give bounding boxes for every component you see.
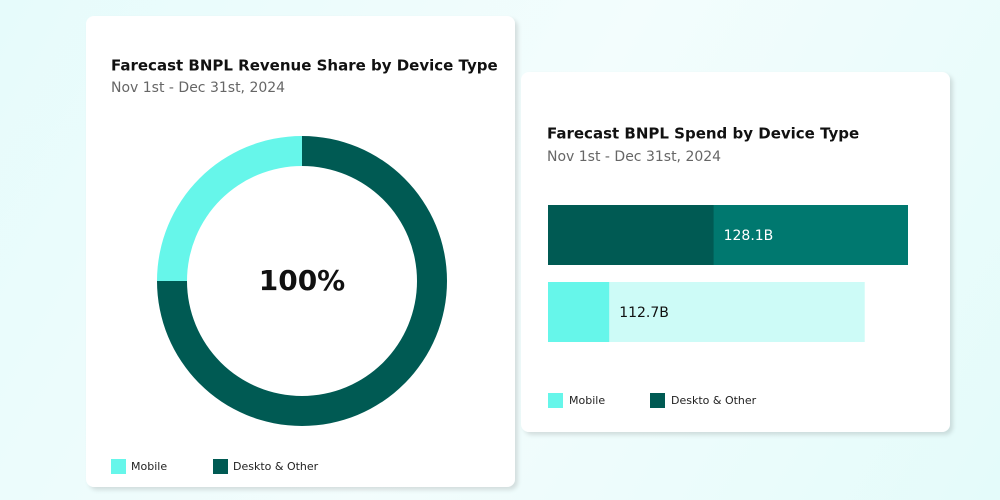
center-label: 100% bbox=[259, 264, 346, 297]
legend-swatch bbox=[650, 393, 665, 408]
chart-subtitle: Nov 1st - Dec 31st, 2024 bbox=[547, 149, 721, 165]
value-label: 112.7B bbox=[619, 305, 669, 321]
legend-label: Deskto & Other bbox=[233, 460, 319, 473]
value-label: 128.1B bbox=[724, 228, 774, 244]
legend-swatch bbox=[111, 459, 126, 474]
legend-label: Mobile bbox=[131, 460, 167, 473]
legend-label: Mobile bbox=[569, 394, 605, 407]
bar-fill bbox=[548, 205, 714, 265]
legend-label: Deskto & Other bbox=[671, 394, 757, 407]
bar-fill bbox=[548, 282, 610, 342]
chart-title: Farecast BNPL Spend by Device Type bbox=[547, 125, 859, 143]
legend-swatch bbox=[548, 393, 563, 408]
legend-swatch bbox=[213, 459, 228, 474]
donut-segment bbox=[157, 136, 302, 281]
chart-subtitle: Nov 1st - Dec 31st, 2024 bbox=[111, 80, 285, 96]
chart-title: Farecast BNPL Revenue Share by Device Ty… bbox=[111, 57, 498, 75]
